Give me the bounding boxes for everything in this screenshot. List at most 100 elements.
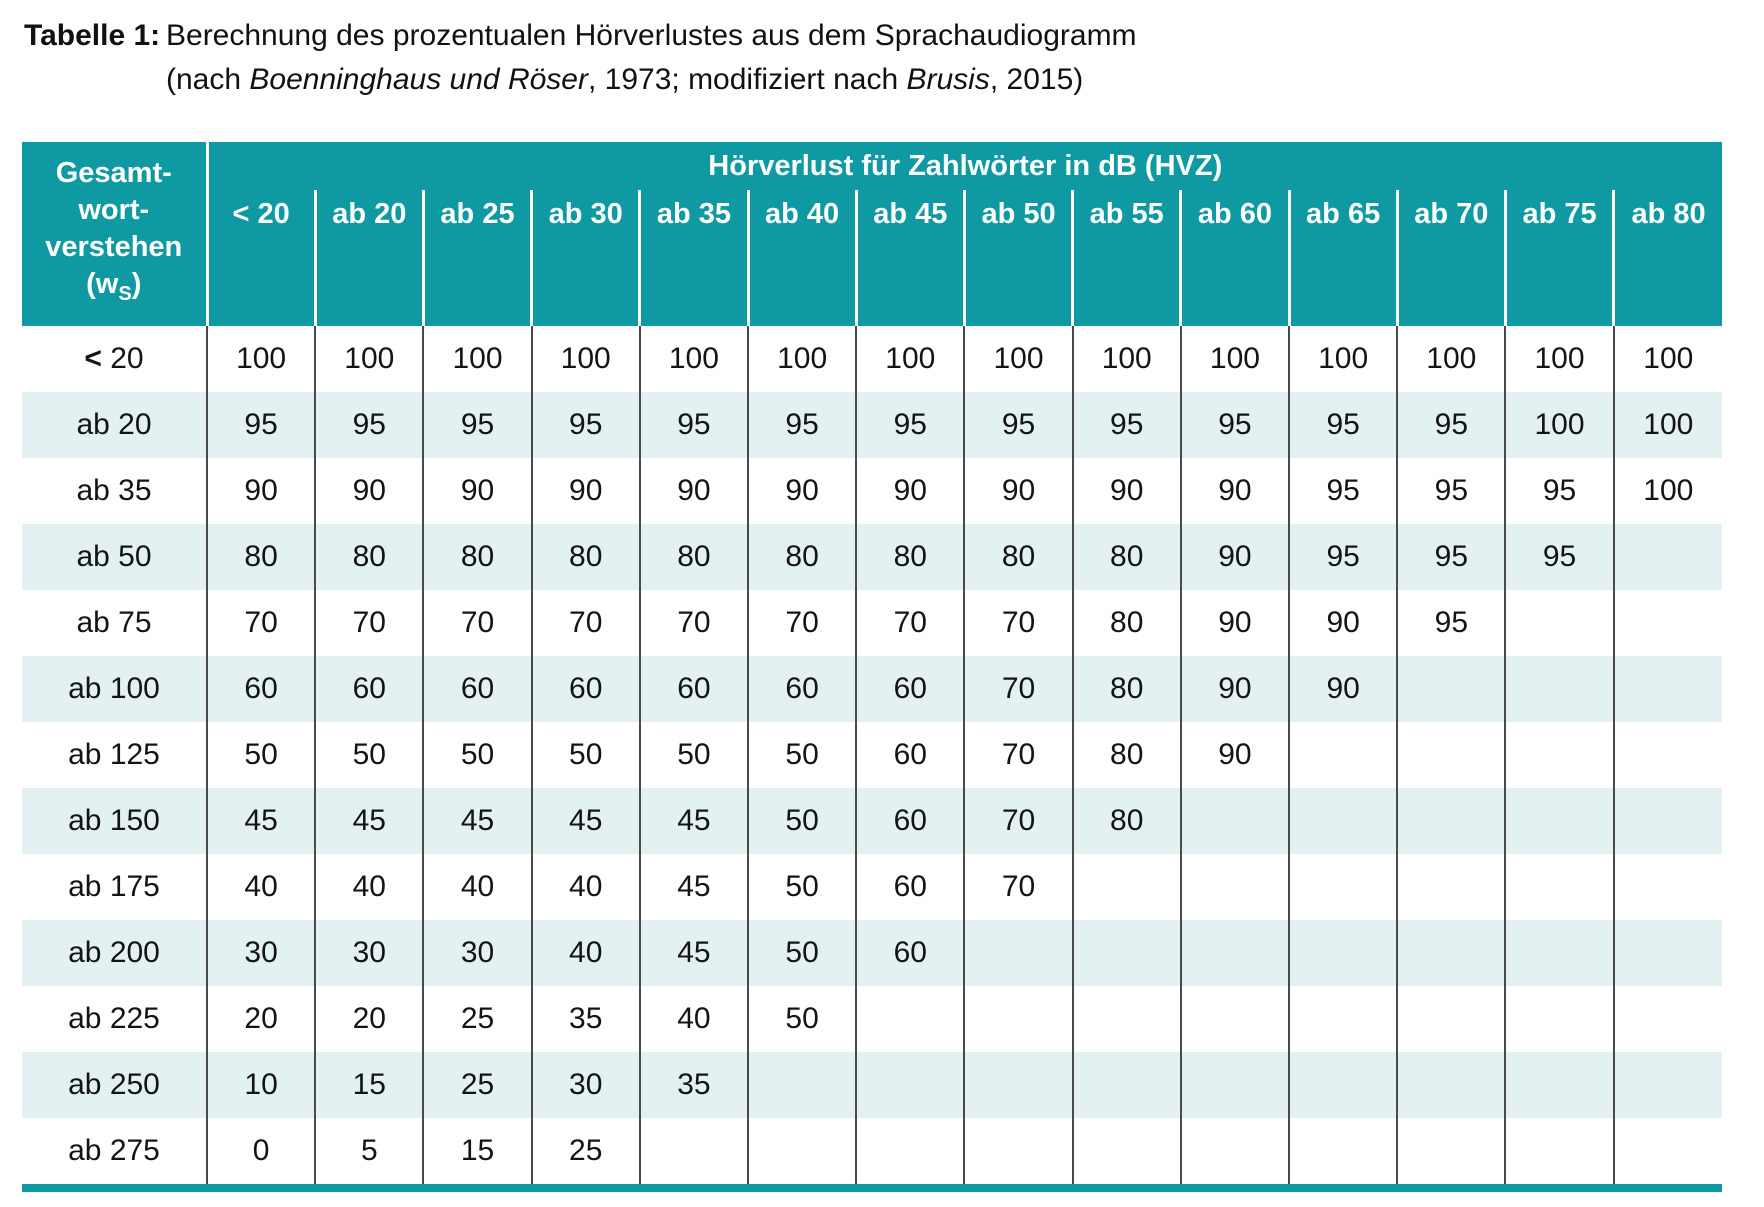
data-cell: 25: [530, 1118, 640, 1188]
header-row-span: Gesamt- wort- verstehen (wS) Hörverlust …: [22, 142, 1722, 326]
table-row: ab 35 90 90 90 90 90 90 90 90 90 90 95 95 95 100: [22, 458, 1722, 524]
data-cell: 50: [747, 854, 857, 920]
data-cell: [1504, 656, 1614, 722]
data-cell: 95: [205, 392, 316, 458]
row-header: ab 75: [76, 606, 152, 639]
data-cell: 90: [1179, 590, 1290, 656]
data-cell: 60: [205, 656, 316, 722]
column-header: ab 60: [1179, 190, 1290, 326]
table-row: ab 250 10 15 25 30 35: [22, 1052, 1722, 1118]
data-cell: 50: [314, 722, 424, 788]
data-cell: 80: [1071, 788, 1181, 854]
data-cell: 90: [530, 458, 640, 524]
caption-source-text: , 1973; modifiziert nach: [587, 63, 907, 96]
data-cell: 60: [314, 656, 424, 722]
data-cell: [1179, 1052, 1290, 1118]
data-cell: 60: [530, 656, 640, 722]
data-cell: 95: [1396, 458, 1506, 524]
data-cell: 50: [747, 788, 857, 854]
data-cell: [1288, 920, 1398, 986]
data-cell: [1504, 854, 1614, 920]
data-cell: 70: [747, 590, 857, 656]
row-header: ab 20: [76, 408, 152, 441]
data-cell: [1612, 920, 1722, 986]
row-header: ab 150: [68, 804, 160, 837]
data-cell: 70: [638, 590, 749, 656]
data-cell: 95: [1179, 392, 1290, 458]
data-cell: 35: [638, 1052, 749, 1118]
data-cell: [1396, 1118, 1506, 1188]
data-cell: [1504, 722, 1614, 788]
data-cell: 45: [530, 788, 640, 854]
data-cell: [1612, 986, 1722, 1052]
data-cell: 80: [530, 524, 640, 590]
column-header: < 20: [207, 190, 316, 326]
data-cell: 90: [1071, 458, 1181, 524]
data-cell: 80: [422, 524, 532, 590]
data-cell: 80: [855, 524, 965, 590]
data-cell: [1612, 788, 1722, 854]
column-header: ab 40: [746, 190, 857, 326]
data-cell: [1179, 1118, 1290, 1188]
span-header: Hörverlust für Zahlwörter in dB (HVZ): [207, 142, 1722, 190]
table-row: ab 200 30 30 30 40 45 50 60: [22, 920, 1722, 986]
data-cell: 80: [638, 524, 749, 590]
row-header: ab 175: [68, 870, 160, 903]
data-cell: 90: [963, 458, 1073, 524]
data-cell: [1396, 1052, 1506, 1118]
data-cell: 60: [855, 722, 965, 788]
data-cell: [1612, 1118, 1722, 1188]
corner-line: (wS): [86, 268, 142, 305]
data-cell: [1071, 920, 1181, 986]
data-cell: [1396, 854, 1506, 920]
data-cell: 30: [530, 1052, 640, 1118]
data-cell: [855, 986, 965, 1052]
data-cell: 80: [1071, 722, 1181, 788]
data-cell: 70: [422, 590, 532, 656]
data-cell: 90: [1179, 524, 1290, 590]
data-cell: 35: [530, 986, 640, 1052]
data-cell: 100: [1504, 326, 1614, 392]
corner-line: verstehen: [45, 231, 183, 264]
data-cell: 100: [530, 326, 640, 392]
row-header: ab 125: [68, 738, 160, 771]
data-cell: 80: [205, 524, 316, 590]
data-cell: [963, 920, 1073, 986]
data-cell: [1504, 1118, 1614, 1188]
data-cell: 70: [530, 590, 640, 656]
data-cell: 80: [1071, 524, 1181, 590]
data-cell: 5: [314, 1118, 424, 1188]
data-cell: 100: [638, 326, 749, 392]
data-cell: 70: [963, 590, 1073, 656]
data-cell: 60: [855, 854, 965, 920]
data-cell: 25: [422, 986, 532, 1052]
corner-header: Gesamt- wort- verstehen (wS): [22, 142, 209, 326]
data-cell: 20: [314, 986, 424, 1052]
data-cell: [1071, 1052, 1181, 1118]
data-cell: 100: [1288, 326, 1398, 392]
data-cell: [1504, 590, 1614, 656]
data-cell: 90: [1288, 656, 1398, 722]
data-cell: 95: [963, 392, 1073, 458]
data-cell: 40: [638, 986, 749, 1052]
column-header: ab 35: [638, 190, 749, 326]
data-cell: 95: [1288, 392, 1398, 458]
corner-line: wort-: [78, 194, 150, 227]
table-row: ab 225 20 20 25 35 40 50: [22, 986, 1722, 1052]
row-header: ab 35: [76, 474, 152, 507]
data-cell: 95: [1396, 524, 1506, 590]
data-cell: 0: [205, 1118, 316, 1188]
header-row-columns: < 20 ab 20 ab 25 ab 30 ab 35 ab 40 ab 45 ab 50 a…: [22, 190, 1722, 326]
data-cell: 45: [638, 788, 749, 854]
data-cell: 80: [1071, 590, 1181, 656]
data-cell: 95: [422, 392, 532, 458]
data-cell: 80: [747, 524, 857, 590]
data-cell: 100: [314, 326, 424, 392]
data-cell: [1071, 854, 1181, 920]
caption-line-2: (nach Boenninghaus und Röser, 1973; modi…: [166, 58, 1137, 102]
table-row: ab 75 70 70 70 70 70 70 70 70 80 90 90 95: [22, 590, 1722, 656]
data-cell: [1396, 986, 1506, 1052]
column-header: ab 45: [854, 190, 965, 326]
data-cell: [1504, 986, 1614, 1052]
data-cell: 60: [747, 656, 857, 722]
